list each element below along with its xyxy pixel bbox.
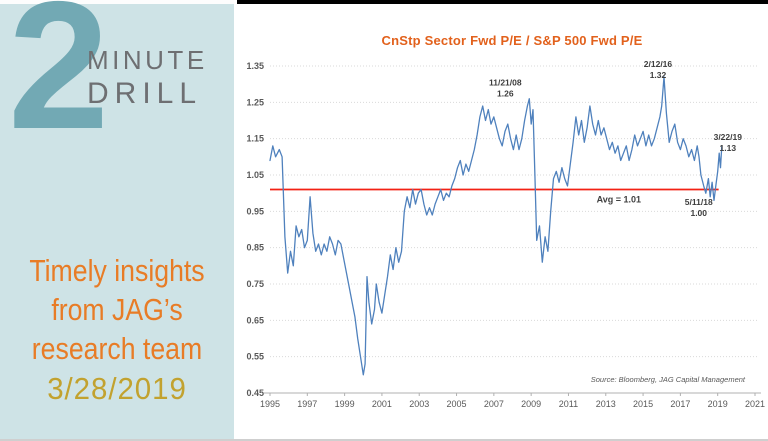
svg-text:0.45: 0.45	[246, 388, 264, 398]
sidebar-top-strip	[0, 0, 234, 4]
svg-text:0.85: 0.85	[246, 243, 264, 253]
svg-text:1.25: 1.25	[246, 97, 264, 107]
pe-ratio-line-chart: 0.45 0.55 0.65 0.75 0.85 0.95 1.05 1.15 1.25 1.35…	[246, 59, 765, 409]
svg-text:1.05: 1.05	[246, 170, 264, 180]
svg-text:2005: 2005	[447, 399, 467, 409]
sidebar: 2 MINUTE DRILL Timely insights from JAG’…	[0, 0, 234, 441]
svg-text:2001: 2001	[372, 399, 392, 409]
svg-text:1999: 1999	[335, 399, 355, 409]
svg-text:2021: 2021	[745, 399, 765, 409]
brand-numeral-2: 2	[8, 0, 109, 167]
brand-word-minute: MINUTE	[87, 45, 208, 75]
tagline-line-2: from JAG’s	[51, 292, 183, 327]
annotation-date: 3/22/19	[714, 132, 743, 142]
svg-text:1997: 1997	[297, 399, 317, 409]
bottom-border	[0, 439, 768, 441]
svg-text:0.95: 0.95	[246, 206, 264, 216]
svg-text:2011: 2011	[559, 399, 578, 409]
svg-text:2007: 2007	[484, 399, 504, 409]
svg-text:0.75: 0.75	[246, 279, 264, 289]
svg-text:2009: 2009	[521, 399, 541, 409]
svg-text:2019: 2019	[708, 399, 728, 409]
y-axis-labels: 0.45 0.55 0.65 0.75 0.85 0.95 1.05 1.15 1.25 1.35	[246, 61, 264, 398]
annotation-date: 11/21/08	[489, 78, 522, 88]
tagline-line-3: research team	[31, 331, 203, 366]
brand-word-drill: DRILL	[87, 77, 203, 110]
chart-title: CnStp Sector Fwd P/E / S&P 500 Fwd P/E	[381, 33, 643, 48]
top-border-strip	[237, 0, 768, 4]
x-axis: 1995 1997 1999 2001 2003 2005 2007 2009 2011 2013…	[260, 392, 765, 409]
annotations: 11/21/081.26 2/12/161.32 3/22/191.13 5/11/1…	[489, 59, 742, 218]
svg-text:1.35: 1.35	[246, 61, 264, 71]
annotation-date: 5/11/18	[685, 197, 713, 207]
annotation-value: 1.13	[720, 143, 737, 153]
average-label: Avg = 1.01	[597, 195, 641, 205]
publish-date: 3/28/2019	[47, 371, 187, 406]
svg-text:0.55: 0.55	[246, 352, 264, 362]
svg-text:2017: 2017	[670, 399, 690, 409]
annotation-value: 1.00	[690, 208, 707, 218]
svg-text:2003: 2003	[409, 399, 429, 409]
chart-panel: CnStp Sector Fwd P/E / S&P 500 Fwd P/E 0…	[234, 0, 768, 441]
source-credit: Source: Bloomberg, JAG Capital Managemen…	[591, 375, 746, 384]
annotation-date: 2/12/16	[644, 59, 673, 69]
svg-text:2015: 2015	[633, 399, 653, 409]
tagline-line-1: Timely insights	[29, 253, 205, 288]
svg-text:1.15: 1.15	[246, 134, 264, 144]
tagline: Timely insights from JAG’s research team	[16, 251, 217, 368]
svg-text:2013: 2013	[596, 399, 616, 409]
svg-text:1995: 1995	[260, 399, 280, 409]
annotation-value: 1.26	[497, 89, 514, 99]
annotation-value: 1.32	[650, 70, 667, 80]
svg-text:0.65: 0.65	[246, 315, 264, 325]
data-line	[269, 76, 723, 376]
gridlines	[270, 65, 759, 358]
